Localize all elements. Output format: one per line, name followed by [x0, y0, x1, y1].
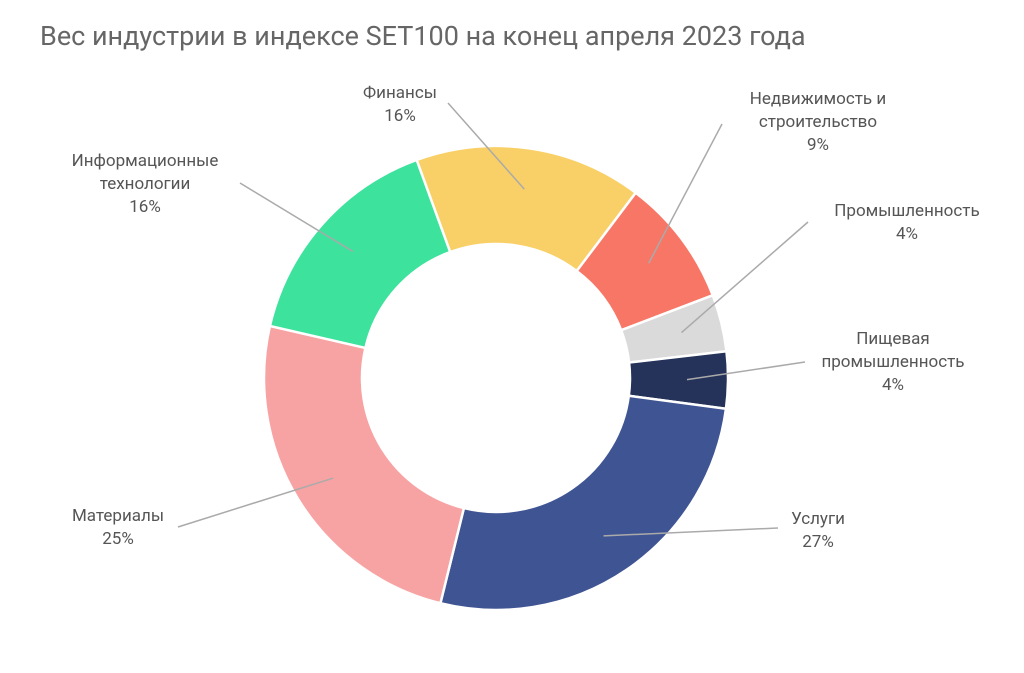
- value-label: 16%: [384, 106, 416, 126]
- leader-line: [686, 361, 806, 381]
- leader-line: [648, 123, 723, 264]
- slice-label: Материалы 25%: [58, 505, 178, 551]
- leader-line: [177, 477, 334, 528]
- value-label: 4%: [895, 224, 918, 244]
- slice-label: Финансы 16%: [340, 82, 460, 128]
- category-label: Финансы: [363, 83, 437, 103]
- slice-label: Промышленность 4%: [817, 200, 997, 246]
- value-label: 27%: [802, 532, 834, 552]
- donut-slice: [262, 324, 466, 605]
- donut-slice: [438, 394, 728, 612]
- donut-slice: [415, 144, 638, 273]
- category-label: Услуги: [791, 509, 845, 529]
- slice-label: Информационные технологии 16%: [50, 150, 240, 219]
- value-label: 25%: [102, 529, 134, 549]
- slice-label: Услуги 27%: [768, 508, 868, 554]
- category-label: Материалы: [71, 506, 165, 526]
- category-label: Промышленность: [834, 201, 980, 221]
- donut-slice: [268, 158, 452, 350]
- slice-label: Пищевая промышленность 4%: [803, 328, 983, 397]
- leader-line: [239, 182, 354, 253]
- chart-title: Вес индустрии в индексе SET100 на конец …: [40, 20, 806, 52]
- category-label: Пищевая промышленность: [821, 329, 965, 372]
- leader-line: [681, 221, 809, 334]
- category-label: Информационные технологии: [71, 151, 219, 194]
- value-label: 16%: [129, 197, 161, 217]
- leader-line: [447, 102, 525, 190]
- slice-label: Недвижимость и строительство 9%: [733, 88, 903, 157]
- value-label: 4%: [881, 375, 904, 395]
- value-label: 9%: [806, 135, 829, 155]
- leader-line: [603, 527, 779, 537]
- category-label: Недвижимость и строительство: [749, 89, 887, 132]
